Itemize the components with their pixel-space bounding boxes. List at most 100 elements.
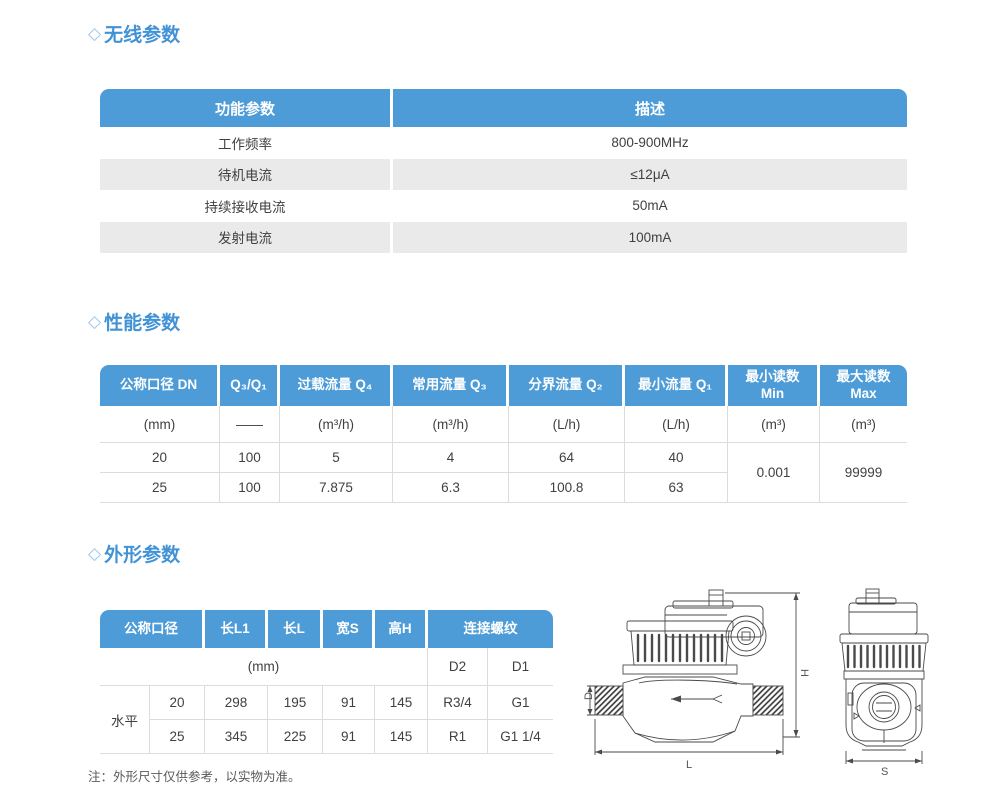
table-row: 25 345 225 91 145 R1 G1 1/4 (100, 720, 553, 754)
column-header: 长L (268, 610, 323, 648)
table-cell: 50mA (632, 198, 668, 214)
dimensions-table: 公称口径 长L1 长L 宽S 高H 连接螺纹 (mm) D2 D1 水平 20 … (100, 610, 553, 754)
max-reading-cell: 99999 (820, 443, 907, 503)
table-cell: 7.875 (280, 473, 393, 503)
electronics-housing (848, 602, 918, 635)
performance-params-table: 公称口径 DN Q₃/Q₁ 过载流量 Q₄ 常用流量 Q₃ 分界流量 Q₂ 最小… (100, 365, 907, 503)
min-reading-cell: 0.001 (728, 443, 820, 503)
column-header: 宽S (323, 610, 375, 648)
column-header: 连接螺纹 (428, 610, 553, 648)
table-cell: (m³) (820, 406, 907, 443)
column-header: 最小流量 Q₁ (625, 365, 728, 406)
table-cell: 20 (150, 686, 205, 720)
column-header: 高H (375, 610, 428, 648)
table-cell: D2 (428, 648, 488, 686)
ribbed-cap (839, 633, 929, 680)
table-cell: 91 (323, 720, 375, 754)
table-cell: (mm) (100, 406, 220, 443)
column-header: 公称口径 (100, 610, 205, 648)
dim-label-l: L (686, 759, 692, 771)
dimension-h: H (725, 592, 810, 738)
footnote: 注：外形尺寸仅供参考，以实物为准。 (88, 770, 301, 784)
table-header-row: 公称口径 长L1 长L 宽S 高H 连接螺纹 (100, 610, 553, 648)
table-cell: 91 (323, 686, 375, 720)
section-title-performance: ◇ 性能参数 (88, 308, 180, 335)
table-cell: 800-900MHz (611, 135, 689, 151)
table-cell: G1 1/4 (488, 720, 553, 754)
section-title-text: 性能参数 (104, 313, 181, 334)
ribbed-cap (622, 620, 738, 675)
meter-body (622, 676, 754, 743)
table-cell: 64 (509, 443, 625, 473)
dimension-l: L (594, 719, 784, 771)
table-cell: R1 (428, 720, 488, 754)
table-cell: 6.3 (393, 473, 509, 503)
table-cell: 20 (100, 443, 220, 473)
table-cell: 145 (375, 720, 428, 754)
table-cell: 工作频率 (218, 136, 272, 152)
table-cell: 100.8 (509, 473, 625, 503)
column-header: 过载流量 Q₄ (280, 365, 393, 406)
threaded-end-left (594, 685, 624, 716)
orientation-cell: 水平 (100, 686, 150, 754)
table-row: 25 100 7.875 6.3 100.8 63 (100, 473, 907, 503)
table-cell: D1 (488, 648, 553, 686)
antenna-stub (708, 589, 724, 607)
table-cell: (m³) (728, 406, 820, 443)
table-cell: 40 (625, 443, 728, 473)
table-row: 工作频率 800-900MHz (100, 127, 907, 159)
column-header: 描述 (634, 100, 665, 118)
table-cell: R3/4 (428, 686, 488, 720)
side-view-drawing: H (583, 585, 810, 777)
flow-direction-arrow (671, 694, 723, 704)
dim-label-d: D (583, 692, 595, 700)
section-title-text: 外形参数 (104, 545, 181, 566)
table-cell: ≤12μA (630, 166, 670, 182)
table-row: 水平 20 298 195 91 145 R3/4 G1 (100, 686, 553, 754)
diamond-icon: ◇ (88, 543, 102, 563)
dim-label-h: H (798, 669, 810, 677)
table-cell: 100 (220, 473, 280, 503)
diamond-icon: ◇ (88, 23, 102, 43)
front-view-drawing: S (832, 585, 937, 777)
section-title-dimensions: ◇ 外形参数 (88, 540, 180, 567)
wireless-params-table: 功能参数 描述 工作频率 800-900MHz 待机电流 ≤12μA 持续接收电… (100, 89, 907, 253)
table-cell: 待机电流 (100, 158, 393, 190)
table-cell: —— (220, 406, 280, 443)
antenna-stub (865, 588, 880, 605)
table-cell: 225 (268, 720, 323, 754)
dimension-s: S (845, 751, 923, 777)
table-cell: 发射电流 (100, 221, 393, 253)
table-cell: (mm) (100, 648, 428, 686)
table-cell: (m³/h) (393, 406, 509, 443)
column-header: 分界流量 Q₂ (509, 365, 625, 406)
table-cell: 145 (375, 686, 428, 720)
column-header: 常用流量 Q₃ (393, 365, 509, 406)
threaded-end-right (752, 685, 784, 716)
dim-label-s: S (881, 766, 888, 777)
table-cell: 25 (100, 473, 220, 503)
table-cell: 5 (280, 443, 393, 473)
register-dial (725, 615, 767, 657)
table-header-row: 公称口径 DN Q₃/Q₁ 过载流量 Q₄ 常用流量 Q₃ 分界流量 Q₂ 最小… (100, 365, 907, 406)
table-cell: (L/h) (509, 406, 625, 443)
table-cell: 100 (220, 443, 280, 473)
table-row: 待机电流 ≤12μA (100, 158, 907, 190)
table-row: 发射电流 100mA (100, 221, 907, 253)
column-header: 最大读数 Max (820, 365, 907, 406)
table-cell: 63 (625, 473, 728, 503)
table-header-row: 功能参数 描述 (100, 89, 907, 127)
diamond-icon: ◇ (88, 311, 102, 331)
units-row: (mm) —— (m³/h) (m³/h) (L/h) (L/h) (m³) (… (100, 406, 907, 443)
column-header: 长L1 (205, 610, 268, 648)
column-header: Q₃/Q₁ (220, 365, 280, 406)
table-cell: 195 (268, 686, 323, 720)
table-cell: (L/h) (625, 406, 728, 443)
table-cell: 持续接收电流 (204, 199, 286, 215)
column-header: 最小读数 Min (728, 365, 820, 406)
units-row: (mm) D2 D1 (100, 648, 553, 686)
section-title-wireless: ◇ 无线参数 (88, 20, 180, 47)
dimension-d: D (583, 685, 595, 716)
column-header: 功能参数 (100, 89, 393, 127)
